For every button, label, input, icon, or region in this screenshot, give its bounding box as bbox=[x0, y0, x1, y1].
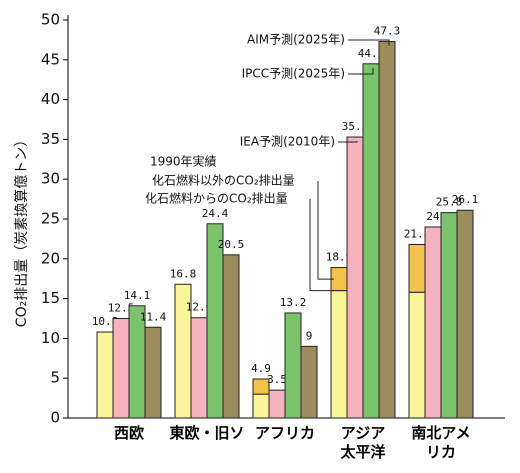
bar bbox=[408, 291, 426, 419]
value-label: 18.9 bbox=[326, 251, 353, 264]
legend-label: IEA予測(2010年) bbox=[240, 135, 335, 149]
value-label: 10.8 bbox=[92, 315, 119, 328]
bar bbox=[252, 393, 270, 419]
value-label: 16.8 bbox=[170, 267, 197, 280]
y-tick-label: 35 bbox=[41, 130, 60, 148]
bar bbox=[408, 243, 426, 293]
value-label: 24 bbox=[426, 210, 440, 223]
bar bbox=[190, 317, 208, 419]
legend-title: 1990年実績 bbox=[150, 154, 217, 169]
bar bbox=[284, 312, 302, 419]
bar bbox=[206, 223, 224, 419]
y-tick-label: 50 bbox=[41, 11, 60, 29]
y-tick-label: 40 bbox=[41, 90, 60, 108]
value-label: 26.1 bbox=[452, 193, 479, 206]
bar bbox=[456, 209, 474, 419]
legend-label: 化石燃料からのCO₂排出量 bbox=[145, 191, 288, 206]
leader-line bbox=[338, 141, 358, 143]
bar bbox=[96, 331, 114, 419]
bar bbox=[424, 226, 442, 419]
y-tick-label: 45 bbox=[41, 50, 60, 68]
y-axis-label: CO₂排出量（炭素換算億トン） bbox=[14, 133, 30, 327]
x-tick-label: アジア 太平洋 bbox=[340, 424, 386, 461]
value-label: 9 bbox=[306, 329, 313, 342]
value-label: 3.5 bbox=[267, 373, 287, 386]
bar bbox=[346, 136, 364, 419]
bar bbox=[330, 290, 348, 419]
y-tick-label: 30 bbox=[41, 170, 60, 188]
x-tick-label: 東欧・旧ソ bbox=[169, 424, 245, 442]
value-label: 47.3 bbox=[374, 24, 401, 37]
value-label: 11.4 bbox=[140, 310, 167, 323]
bar bbox=[440, 212, 458, 419]
bar bbox=[112, 318, 130, 419]
leader-line bbox=[309, 199, 334, 292]
value-label: 12.6 bbox=[186, 301, 213, 314]
y-tick-label: 15 bbox=[41, 289, 60, 307]
bar bbox=[268, 389, 286, 419]
value-label: 44.5 bbox=[358, 47, 385, 60]
y-tick-label: 5 bbox=[50, 369, 60, 387]
y-tick-label: 25 bbox=[41, 210, 60, 228]
bar bbox=[252, 378, 270, 395]
value-label: 14.1 bbox=[124, 289, 151, 302]
value-label: 25.8 bbox=[436, 196, 463, 209]
y-tick-label: 0 bbox=[50, 409, 60, 427]
value-label: 20.5 bbox=[218, 238, 245, 251]
value-label: 21.8 bbox=[404, 227, 431, 240]
legend-label: AIM予測(2025年) bbox=[247, 33, 345, 47]
leader-line bbox=[348, 67, 374, 75]
bar bbox=[362, 63, 380, 419]
x-tick-label: アフリカ bbox=[254, 424, 315, 442]
x-tick-label: 南北アメ リカ bbox=[411, 424, 471, 461]
value-label: 4.9 bbox=[251, 362, 271, 375]
y-tick-label: 10 bbox=[41, 329, 60, 347]
y-tick-label: 20 bbox=[41, 249, 60, 267]
bar bbox=[222, 254, 240, 419]
bar bbox=[378, 40, 396, 419]
legend-label: 化石燃料以外のCO₂排出量 bbox=[152, 173, 295, 188]
leader-line bbox=[348, 39, 390, 46]
value-label: 35.3 bbox=[342, 120, 369, 133]
value-label: 13.2 bbox=[280, 296, 307, 309]
x-tick-label: 西欧 bbox=[113, 424, 144, 442]
bar bbox=[144, 326, 162, 419]
leader-line bbox=[317, 181, 334, 280]
legend-label: IPCC予測(2025年) bbox=[242, 67, 345, 81]
bar bbox=[300, 345, 318, 419]
value-label: 24.4 bbox=[202, 207, 229, 220]
value-label: 12.5 bbox=[108, 302, 135, 315]
